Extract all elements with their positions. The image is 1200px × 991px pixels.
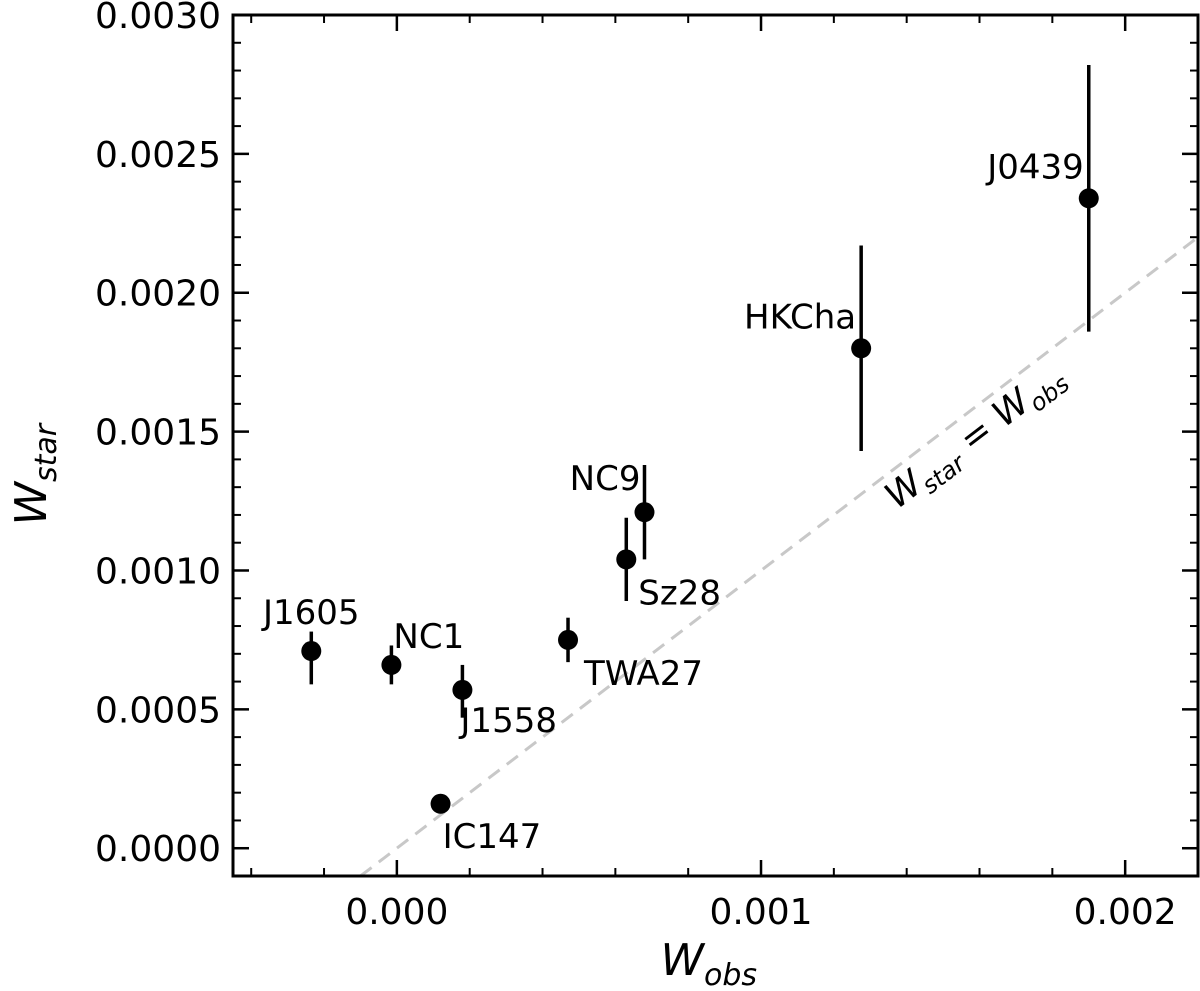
- x-tick-label: 0.000: [345, 892, 448, 933]
- x-tick-label: 0.002: [1074, 892, 1177, 933]
- reference-line-layer: [359, 236, 1199, 878]
- y-tick-label: 0.0020: [95, 274, 221, 315]
- point-label: TWA27: [583, 654, 703, 694]
- y-tick-label: 0.0000: [95, 829, 221, 870]
- x-axis-label: Wobs: [661, 935, 758, 991]
- data-point-ic147: IC147: [430, 793, 542, 857]
- point-label: J0439: [985, 147, 1084, 187]
- point-label: IC147: [443, 817, 542, 857]
- reference-line-label: Wstar = Wobs: [877, 355, 1074, 521]
- reference-line: [359, 236, 1199, 878]
- marker: [1078, 188, 1099, 209]
- point-label: J1605: [261, 593, 360, 633]
- y-tick-label: 0.0030: [95, 0, 221, 37]
- marker: [301, 641, 322, 662]
- marker: [381, 654, 402, 675]
- x-axis-label-main: W: [661, 935, 706, 986]
- y-tick-label: 0.0005: [95, 690, 221, 731]
- points-layer: J1605 NC1 J1558 IC147 TWA27 Sz28 NC9 HKCha J0439: [261, 64, 1099, 857]
- data-point-hkcha: HKCha: [744, 245, 872, 452]
- point-label: NC9: [570, 459, 641, 499]
- data-point-nc9: NC9: [570, 459, 655, 560]
- data-point-nc1: NC1: [381, 617, 464, 685]
- marker: [616, 549, 637, 570]
- data-point-j1605: J1605: [261, 593, 360, 685]
- point-label: NC1: [393, 617, 464, 657]
- x-tick-label: 0.001: [709, 892, 812, 933]
- marker: [430, 793, 451, 814]
- ref-label-main: W: [877, 462, 931, 517]
- marker: [452, 679, 473, 700]
- data-point-sz28: Sz28: [616, 517, 721, 613]
- y-tick-label: 0.0010: [95, 551, 221, 592]
- y-tick-label: 0.0025: [95, 135, 221, 176]
- marker: [851, 338, 872, 359]
- marker: [558, 629, 579, 650]
- point-label: Sz28: [638, 573, 721, 613]
- point-label: HKCha: [744, 297, 856, 337]
- plot-frame: [231, 13, 1200, 878]
- y-axis-label-sub: star: [29, 422, 64, 482]
- y-axis-label-main: W: [6, 481, 57, 526]
- data-point-j0439: J0439: [985, 64, 1099, 332]
- y-axis-label: Wstar: [6, 422, 64, 525]
- point-label: J1558: [458, 701, 557, 741]
- marker: [634, 502, 655, 523]
- x-axis-label-sub: obs: [704, 958, 757, 991]
- y-tick-label: 0.0015: [95, 413, 221, 454]
- data-point-twa27: TWA27: [558, 617, 703, 694]
- ticks-layer: 0.000 0.001 0.002 0.0000 0.0005 0.0010 0.0015 0…: [95, 0, 1199, 933]
- data-point-j1558: J1558: [452, 664, 557, 741]
